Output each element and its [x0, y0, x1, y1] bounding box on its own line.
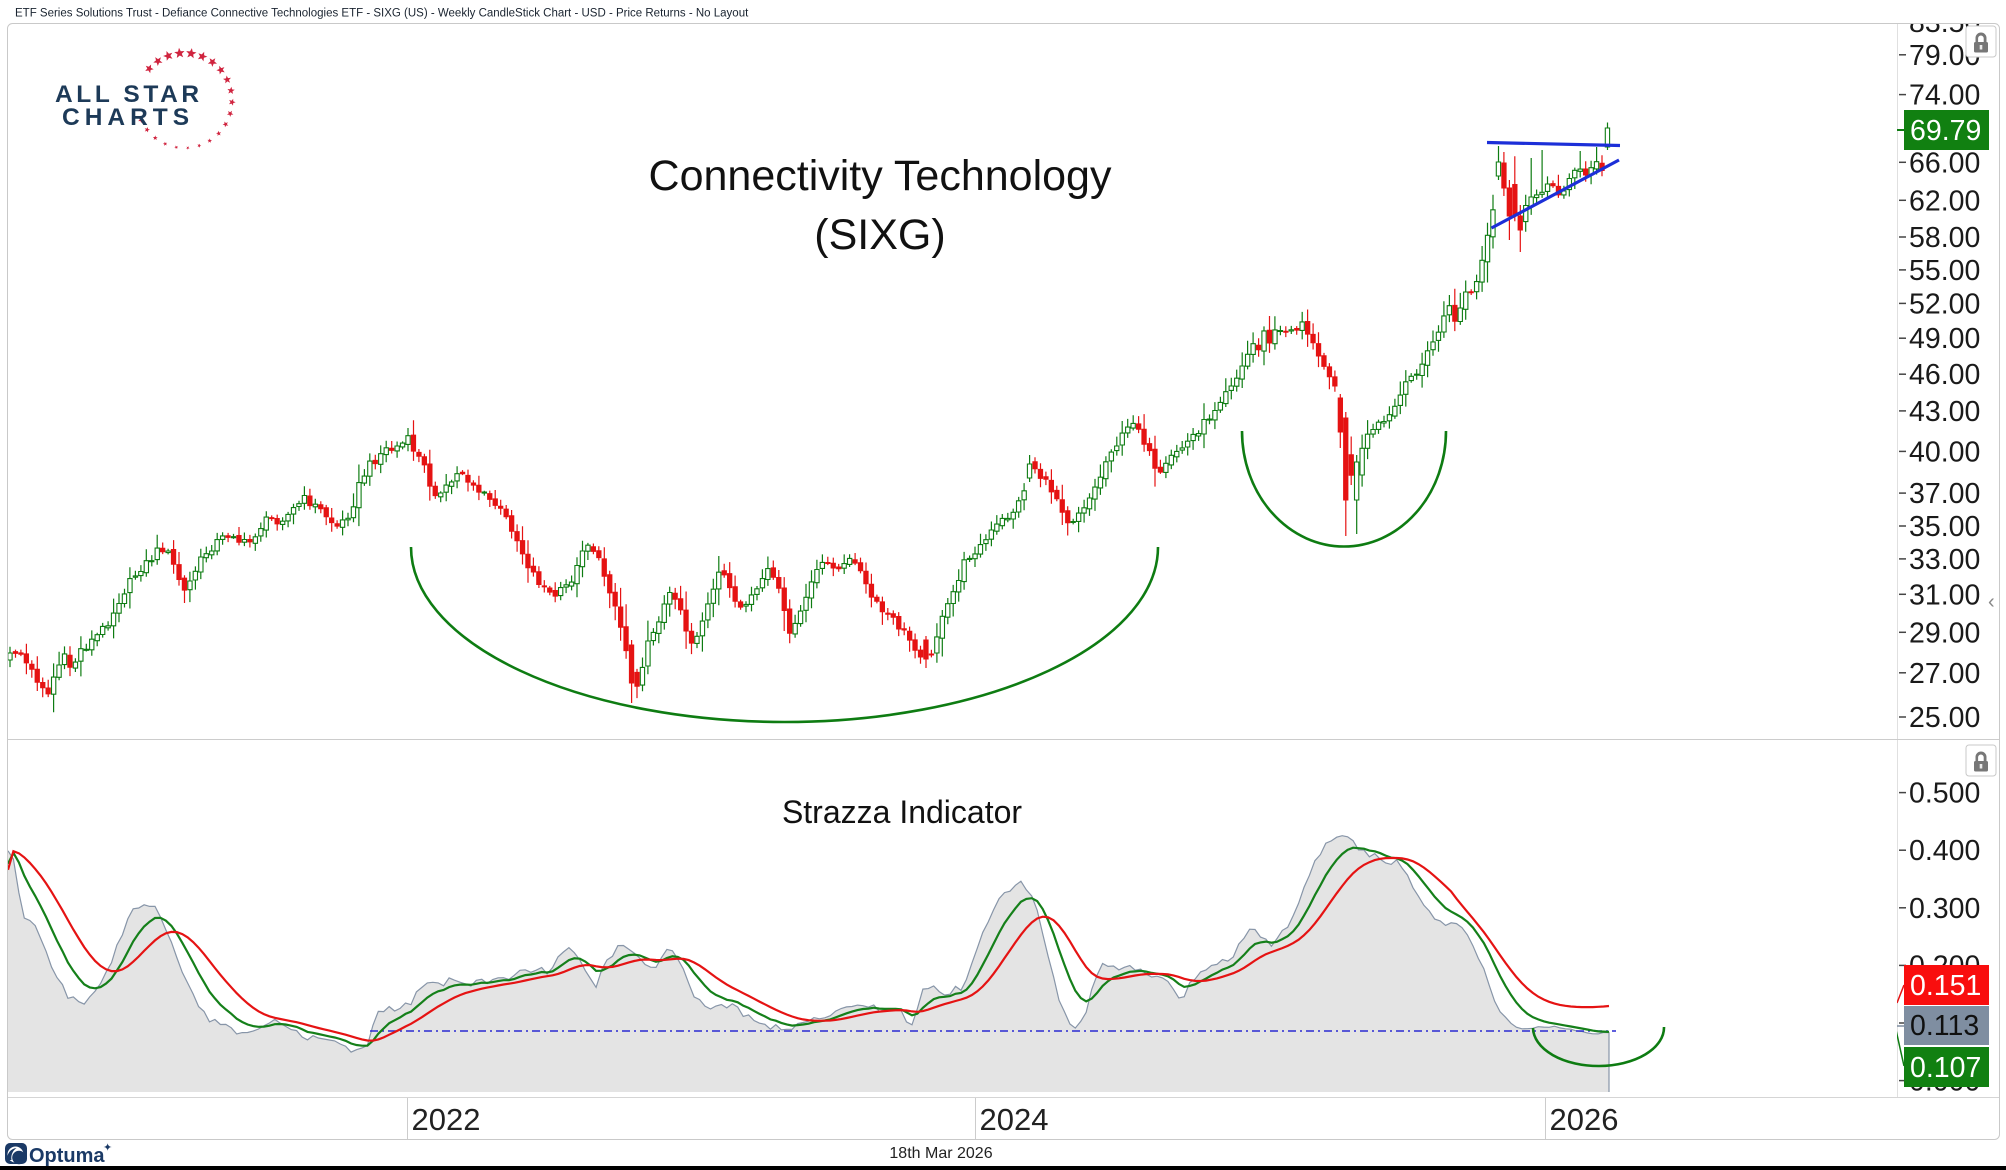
svg-text:0.300: 0.300	[1909, 893, 1980, 925]
svg-text:0.107: 0.107	[1910, 1052, 1981, 1084]
svg-text:2022: 2022	[412, 1102, 481, 1137]
svg-text:‹: ‹	[1988, 591, 1995, 613]
svg-text:66.00: 66.00	[1909, 147, 1980, 179]
svg-text:27.00: 27.00	[1909, 658, 1980, 690]
svg-text:43.00: 43.00	[1909, 396, 1980, 428]
svg-text:37.00: 37.00	[1909, 478, 1980, 510]
svg-text:2026: 2026	[1550, 1102, 1619, 1137]
svg-text:Strazza Indicator: Strazza Indicator	[782, 794, 1022, 830]
svg-text:2024: 2024	[980, 1102, 1049, 1137]
svg-text:69.79: 69.79	[1910, 115, 1981, 147]
svg-text:Optuma: Optuma	[29, 1145, 105, 1167]
svg-text:ETF Series Solutions Trust - D: ETF Series Solutions Trust - Defiance Co…	[15, 8, 749, 20]
svg-text:55.00: 55.00	[1909, 255, 1980, 287]
svg-text:83.50: 83.50	[1909, 7, 1980, 39]
svg-text:CHARTS: CHARTS	[62, 104, 194, 131]
svg-text:58.00: 58.00	[1909, 222, 1980, 254]
svg-text:(SIXG): (SIXG)	[814, 211, 945, 259]
svg-text:Connectivity Technology: Connectivity Technology	[649, 152, 1112, 200]
svg-text:0.500: 0.500	[1909, 778, 1980, 810]
svg-text:62.00: 62.00	[1909, 185, 1980, 217]
svg-text:74.00: 74.00	[1909, 80, 1980, 112]
svg-text:31.00: 31.00	[1909, 579, 1980, 611]
svg-text:25.00: 25.00	[1909, 702, 1980, 734]
svg-text:52.00: 52.00	[1909, 288, 1980, 320]
svg-text:46.00: 46.00	[1909, 359, 1980, 391]
svg-text:0.151: 0.151	[1910, 970, 1981, 1002]
svg-text:49.00: 49.00	[1909, 323, 1980, 355]
svg-text:33.00: 33.00	[1909, 544, 1980, 576]
svg-text:✦: ✦	[103, 1142, 112, 1154]
svg-text:40.00: 40.00	[1909, 436, 1980, 468]
svg-text:0.400: 0.400	[1909, 835, 1980, 867]
svg-text:0.113: 0.113	[1910, 1010, 1979, 1042]
svg-text:18th Mar 2026: 18th Mar 2026	[889, 1145, 992, 1162]
svg-text:ALL STAR: ALL STAR	[55, 81, 203, 108]
svg-text:35.00: 35.00	[1909, 511, 1980, 543]
svg-text:29.00: 29.00	[1909, 617, 1980, 649]
